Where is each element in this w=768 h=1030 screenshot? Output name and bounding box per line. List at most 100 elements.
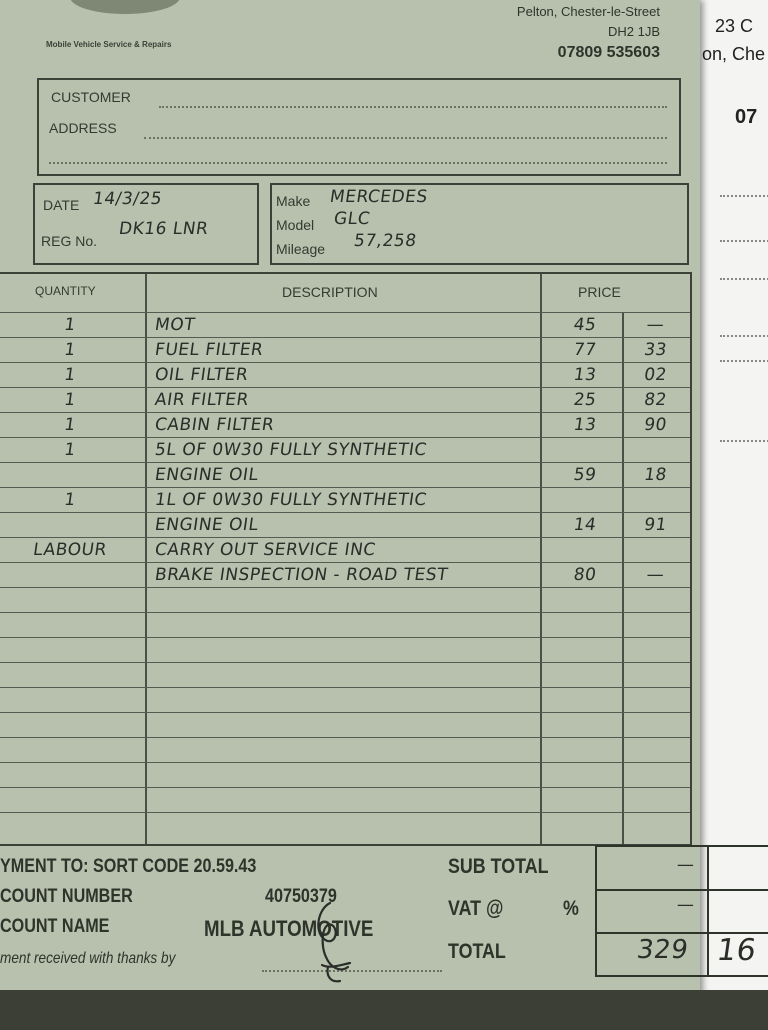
- row-description: FUEL FILTER: [153, 340, 265, 360]
- invoice-sheet: Mobile Vehicle Service & Repairs Pelton,…: [0, 0, 700, 1000]
- table-row: 1 CABIN FILTER 13 90: [0, 412, 690, 438]
- totals-box: — — 329 16: [595, 845, 768, 977]
- date-label: DATE: [43, 197, 80, 213]
- row-quantity: 1: [62, 315, 78, 335]
- account-number: 40750379: [265, 886, 337, 907]
- address-line: Pelton, Chester-le-Street: [516, 4, 660, 19]
- table-row: 1 FUEL FILTER 77 33: [0, 337, 690, 363]
- price-header: PRICE: [578, 284, 621, 300]
- row-quantity: LABOUR: [31, 540, 109, 560]
- customer-label: CUSTOMER: [51, 89, 131, 105]
- quantity-header: QUANTITY: [35, 284, 96, 298]
- table-row: 1 5L OF 0W30 FULLY SYNTHETIC: [0, 437, 690, 463]
- row-quantity: 1: [62, 390, 78, 410]
- vat-label: VAT @: [448, 897, 504, 920]
- row-pounds: 80: [572, 565, 598, 585]
- mileage-label: Mileage: [276, 241, 326, 257]
- reg-label: REG No.: [41, 233, 98, 249]
- account-number-label: COUNT NUMBER: [0, 886, 133, 907]
- table-row: [0, 662, 690, 688]
- row-pounds: 13: [572, 365, 598, 385]
- row-pounds: 25: [572, 390, 598, 410]
- vat-value: —: [675, 895, 696, 915]
- row-pounds: 13: [572, 415, 598, 435]
- table-row: [0, 612, 690, 638]
- adjacent-text: on, Che: [702, 44, 766, 64]
- customer-box: CUSTOMER ADDRESS: [37, 78, 681, 176]
- row-description: ENGINE OIL: [153, 515, 260, 535]
- model-label: Model: [276, 217, 315, 233]
- vehicle-box: Make MERCEDES Model GLC Mileage 57,258: [270, 183, 689, 265]
- table-row: LABOUR CARRY OUT SERVICE INC: [0, 537, 690, 563]
- table-row: 1 MOT 45 —: [0, 312, 690, 338]
- payment-line: YMENT TO: SORT CODE 20.59.43: [0, 856, 257, 877]
- date-value: 14/3/25: [91, 189, 164, 209]
- row-description: AIR FILTER: [153, 390, 251, 410]
- adjacent-text: 23 C: [715, 16, 754, 36]
- row-quantity: 1: [62, 365, 78, 385]
- row-pence: 33: [642, 340, 669, 360]
- description-header: DESCRIPTION: [282, 284, 378, 300]
- row-quantity: 1: [62, 415, 78, 435]
- model-value: GLC: [332, 209, 372, 229]
- row-pence: 90: [642, 415, 669, 435]
- table-row: [0, 762, 690, 788]
- table-row: 1 OIL FILTER 13 02: [0, 362, 690, 388]
- table-row: [0, 687, 690, 713]
- row-description: ENGINE OIL: [153, 465, 260, 485]
- row-pounds: 14: [572, 515, 598, 535]
- total-pence: 16: [714, 933, 759, 968]
- row-description: 5L OF 0W30 FULLY SYNTHETIC: [153, 440, 429, 460]
- subtotal-label: SUB TOTAL: [448, 855, 549, 878]
- table-row: ENGINE OIL 59 18: [0, 462, 690, 488]
- row-pence: —: [645, 565, 666, 585]
- row-pence: 82: [642, 390, 669, 410]
- table-row: [0, 637, 690, 663]
- company-logo: [70, 0, 180, 14]
- row-pence: —: [645, 315, 666, 335]
- background-surface: [0, 990, 768, 1030]
- tagline: Mobile Vehicle Service & Repairs: [46, 40, 172, 49]
- row-quantity: 1: [62, 440, 78, 460]
- table-row: [0, 737, 690, 763]
- account-name-label: COUNT NAME: [0, 916, 110, 937]
- row-pounds: 77: [572, 340, 598, 360]
- received-label: ment received with thanks by: [0, 950, 176, 967]
- row-quantity: 1: [62, 490, 78, 510]
- total-pounds: 329: [634, 935, 691, 965]
- date-reg-box: DATE 14/3/25 REG No. DK16 LNR: [33, 183, 259, 265]
- vat-percent: %: [563, 897, 579, 920]
- row-description: MOT: [153, 315, 197, 335]
- row-description: CARRY OUT SERVICE INC: [153, 540, 378, 560]
- row-pounds: 45: [572, 315, 598, 335]
- table-row: [0, 812, 690, 838]
- row-description: CABIN FILTER: [153, 415, 276, 435]
- adjacent-text: 07: [735, 106, 758, 128]
- table-row: 1 1L OF 0W30 FULLY SYNTHETIC: [0, 487, 690, 513]
- address-label: ADDRESS: [49, 120, 117, 136]
- table-row: BRAKE INSPECTION - ROAD TEST 80 —: [0, 562, 690, 588]
- row-pounds: 59: [572, 465, 598, 485]
- reg-value: DK16 LNR: [117, 219, 210, 239]
- row-pence: 91: [642, 515, 669, 535]
- total-label: TOTAL: [448, 940, 506, 963]
- table-row: [0, 587, 690, 613]
- table-row: [0, 712, 690, 738]
- phone-number: 07809 535603: [557, 44, 660, 61]
- row-quantity: 1: [62, 340, 78, 360]
- mileage-value: 57,258: [352, 231, 418, 251]
- make-label: Make: [276, 193, 311, 209]
- postcode: DH2 1JB: [607, 24, 660, 39]
- make-value: MERCEDES: [328, 187, 430, 207]
- account-name: MLB AUTOMOTIVE: [204, 916, 374, 941]
- row-description: OIL FILTER: [153, 365, 250, 385]
- table-row: ENGINE OIL 14 91: [0, 512, 690, 538]
- row-pence: 18: [642, 465, 669, 485]
- table-row: 1 AIR FILTER 25 82: [0, 387, 690, 413]
- row-description: 1L OF 0W30 FULLY SYNTHETIC: [153, 490, 429, 510]
- table-row: [0, 787, 690, 813]
- items-table: QUANTITY DESCRIPTION PRICE 1 MOT 45 — 1 FUEL …: [0, 272, 692, 846]
- row-description: BRAKE INSPECTION - ROAD TEST: [153, 565, 450, 585]
- row-pence: 02: [642, 365, 669, 385]
- subtotal-value: —: [675, 855, 696, 875]
